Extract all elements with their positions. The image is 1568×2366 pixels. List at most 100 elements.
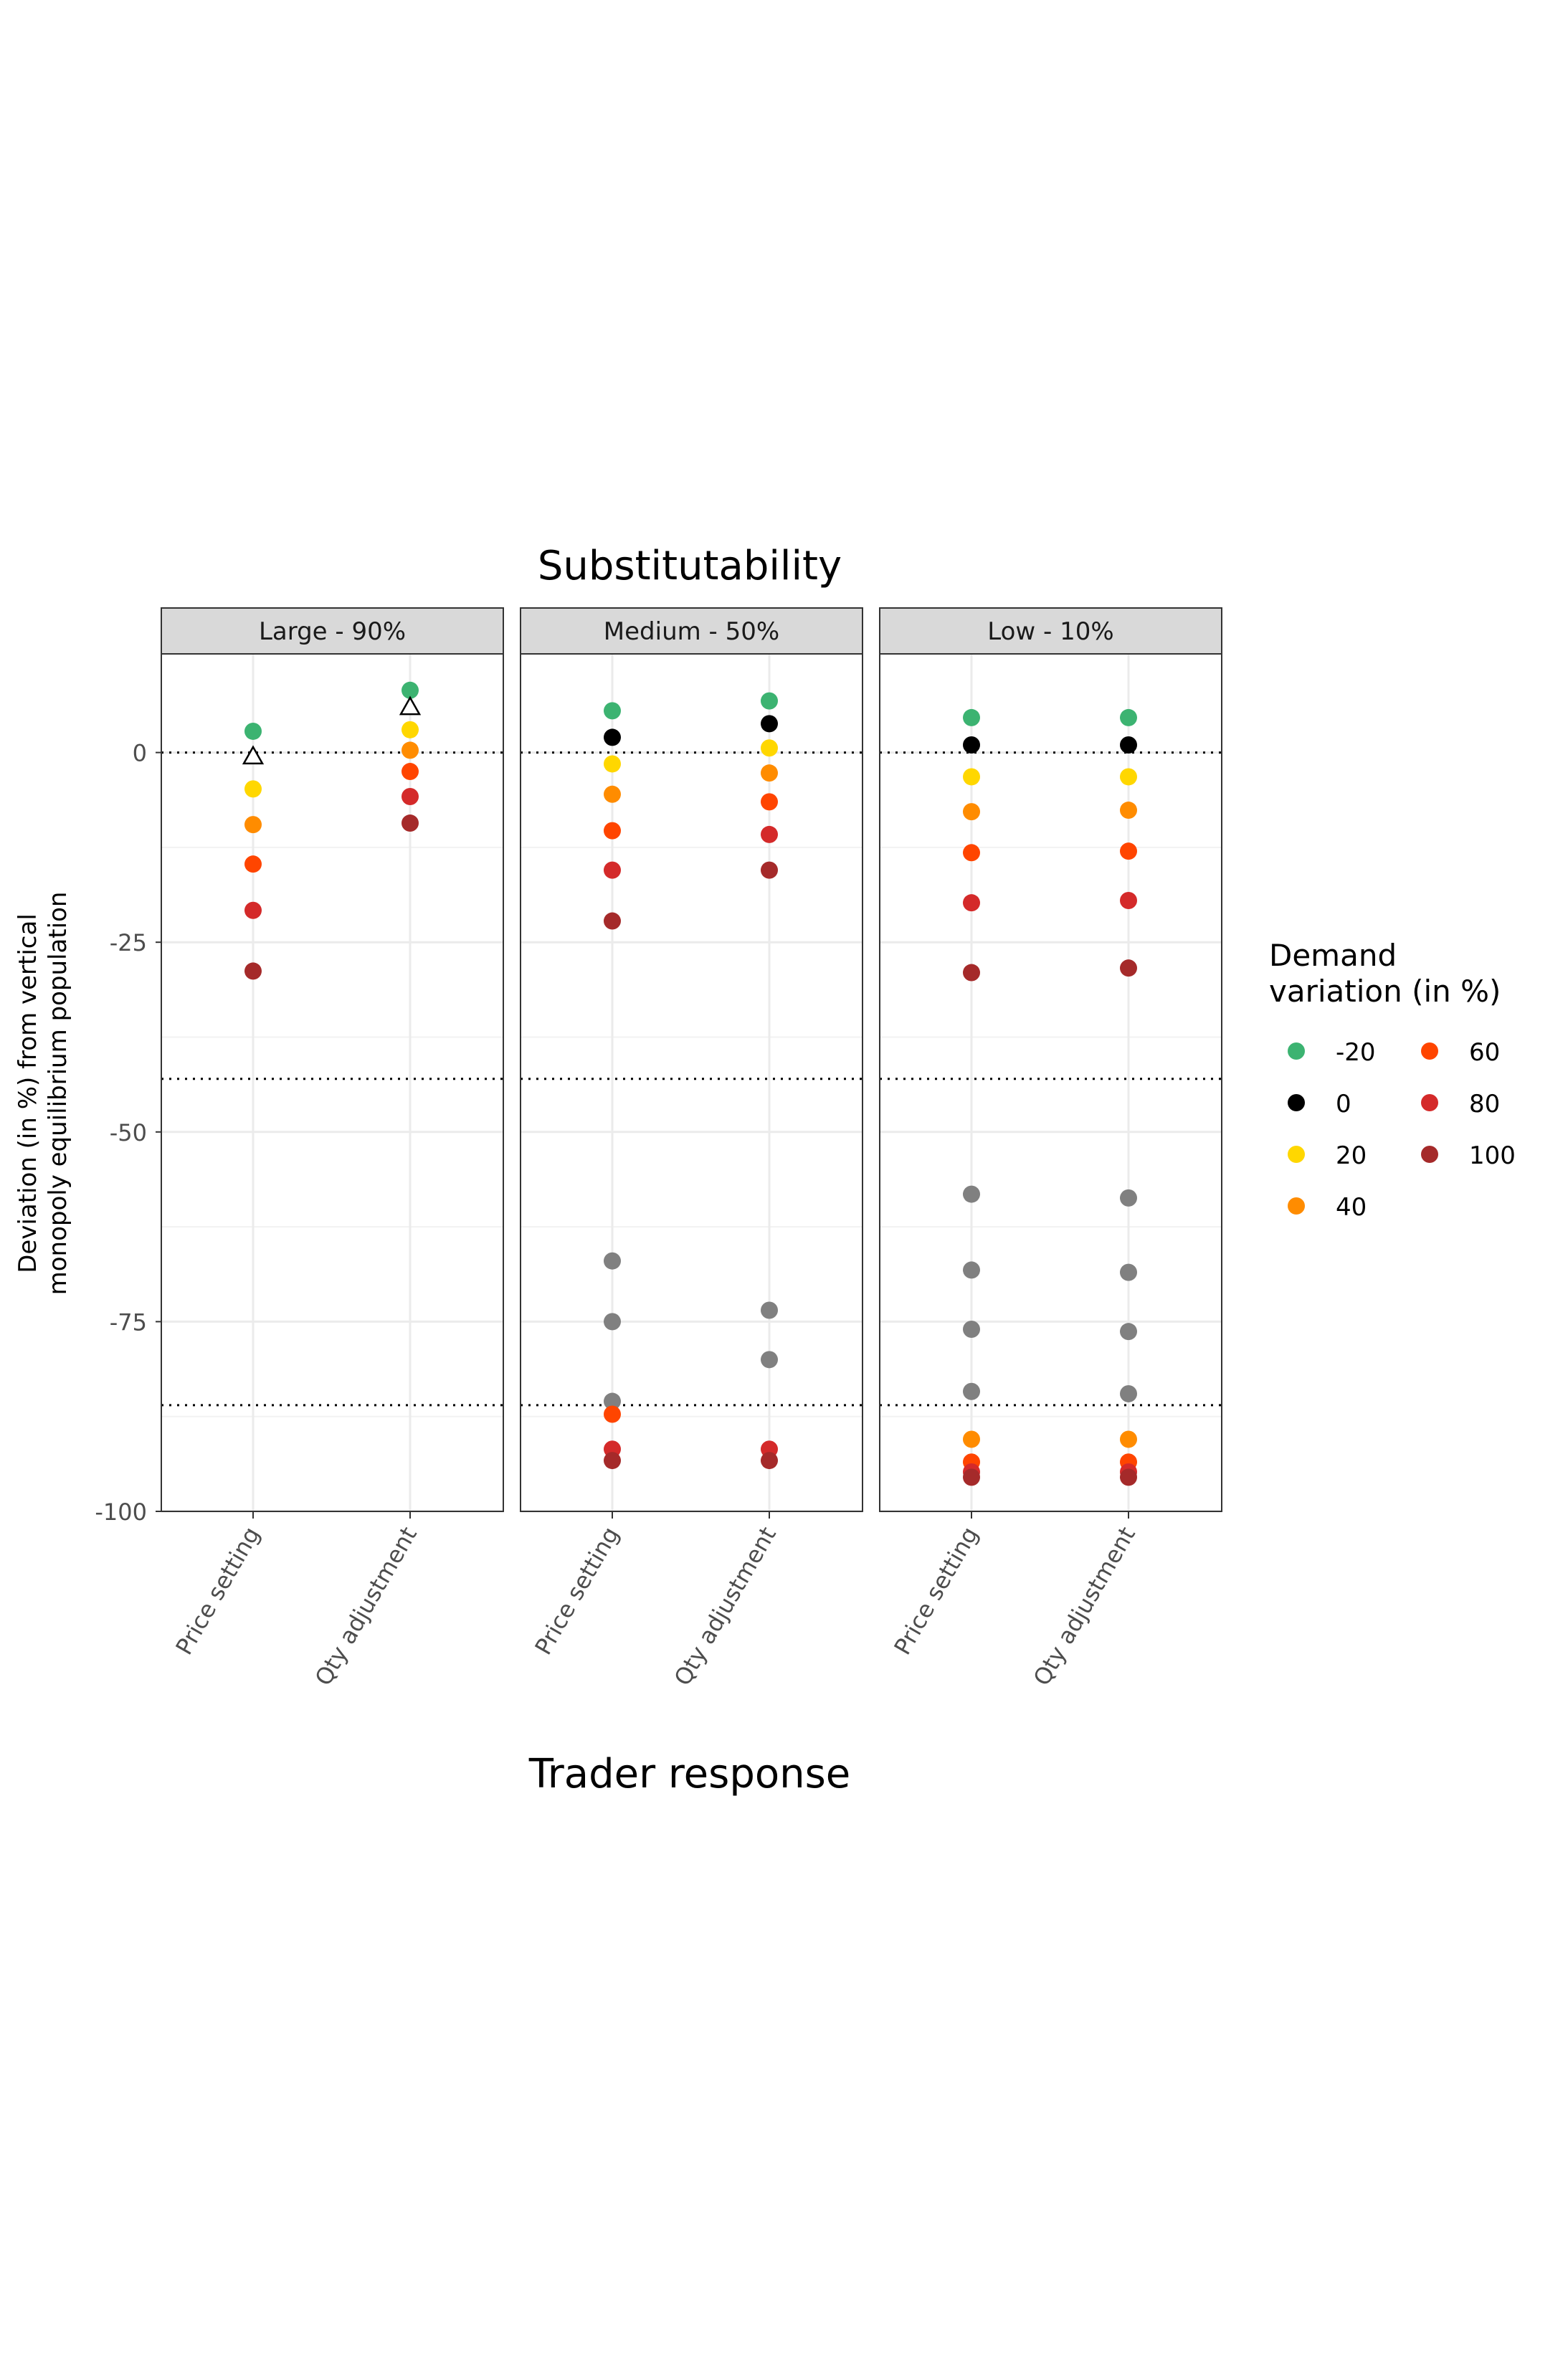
legend-key [1288,1197,1305,1215]
legend-item: -20 [1288,1038,1376,1067]
data-point-80 [761,825,778,843]
data-point-100 [963,1468,980,1486]
facet-panel: Medium - 50% Price setting Qty adjustment [520,607,863,1691]
legend-title-line-1: Demand [1269,938,1397,973]
legend-key [1421,1094,1438,1111]
legend-item: 40 [1288,1193,1367,1222]
data-point-20 [244,780,262,798]
legend-key [1421,1042,1438,1060]
data-point-80 [963,894,980,912]
data-point-40 [963,803,980,821]
data-point-other [1120,1263,1137,1281]
data-point--20 [963,708,980,726]
data-point-other [963,1382,980,1400]
x-tick-label: Price setting [888,1522,983,1659]
data-point--20 [1120,708,1137,726]
data-point-40 [604,785,621,803]
data-point-0 [1120,736,1137,754]
legend-item: 80 [1421,1090,1500,1118]
y-tick-label: -75 [110,1308,147,1336]
data-point-60 [761,793,778,811]
facet-strip-label: Low - 10% [987,617,1113,646]
data-point-other [604,1252,621,1270]
facet-panel: Low - 10% Price setting Qty adjustment [879,607,1222,1691]
legend-item: 20 [1288,1141,1367,1170]
data-point-40 [401,741,419,759]
data-point-40 [1120,802,1137,819]
data-point-other [963,1185,980,1203]
facet-panels: Large - 90%Price setting Qty adjustmentMe… [161,607,1222,1691]
facet-panel: Large - 90% Price setting Qty adjustment [161,607,504,1691]
facet-strip [161,607,504,655]
data-point-100 [244,962,262,980]
legend-item: 60 [1421,1038,1500,1067]
data-point-other [761,1351,778,1369]
legend-label: -20 [1336,1038,1376,1067]
data-point--20 [401,681,419,699]
data-point--20 [244,722,262,740]
data-point-100 [401,814,419,832]
x-axis-title: Trader response [528,1751,851,1797]
data-point-80 [244,901,262,919]
data-point-60 [963,844,980,862]
data-point-other [1120,1323,1137,1341]
data-point-other [963,1261,980,1279]
data-point-20 [963,768,980,786]
data-point-80 [604,861,621,879]
data-point-80 [1120,891,1137,909]
x-tick-label: Price setting [529,1522,624,1659]
legend-item: 100 [1421,1141,1516,1170]
y-axis: 0 -25 -50 -75 -100 [95,740,161,1526]
data-point-0 [761,715,778,733]
data-point-0 [963,736,980,754]
y-tick-label: -100 [95,1498,147,1526]
data-point-100 [604,912,621,930]
data-point-100 [1120,1468,1137,1486]
x-tick-label: Qty adjustment [1028,1522,1141,1691]
panel-border [161,653,504,1512]
y-tick-label: -25 [110,929,147,956]
legend-key [1421,1146,1438,1163]
y-axis-title-line-2: monopoly equilibrium population [44,892,72,1296]
data-point-other [761,1301,778,1319]
x-tick-label: Price setting [170,1522,265,1659]
panel-background [880,654,1222,1511]
data-point-40 [1120,1430,1137,1448]
data-point-0 [604,728,621,746]
data-point-20 [761,739,778,757]
data-point--20 [604,702,621,720]
data-point-100 [604,1452,621,1470]
data-point-40 [761,764,778,782]
data-point-40 [244,816,262,834]
legend-label: 80 [1469,1090,1500,1118]
legend-label: 100 [1469,1141,1516,1170]
data-point-other [1120,1189,1137,1207]
data-point-60 [244,855,262,873]
legend-label: 60 [1469,1038,1500,1067]
legend-key [1288,1042,1305,1060]
legend-key [1288,1094,1305,1111]
panel-border [879,653,1222,1512]
legend-label: 0 [1336,1090,1351,1118]
data-point-20 [1120,768,1137,786]
y-tick-label: -50 [110,1119,147,1146]
data-point-100 [1120,959,1137,977]
triangle-marker [242,745,265,765]
x-tick-label: Qty adjustment [669,1522,781,1691]
x-tick-label: Qty adjustment [310,1522,422,1691]
legend-key [1288,1146,1305,1163]
data-point-100 [963,964,980,982]
facet-strip-label: Medium - 50% [604,617,779,646]
data-point-80 [401,787,419,805]
data-point-60 [401,763,419,781]
data-point-other [1120,1384,1137,1402]
facet-title: Substitutability [538,543,842,589]
data-point-60 [1120,842,1137,860]
legend-label: 20 [1336,1141,1367,1170]
data-point-100 [761,1452,778,1470]
legend-label: 40 [1336,1193,1367,1222]
data-point-100 [761,861,778,879]
data-point-60 [604,822,621,840]
panel-background [161,654,503,1511]
